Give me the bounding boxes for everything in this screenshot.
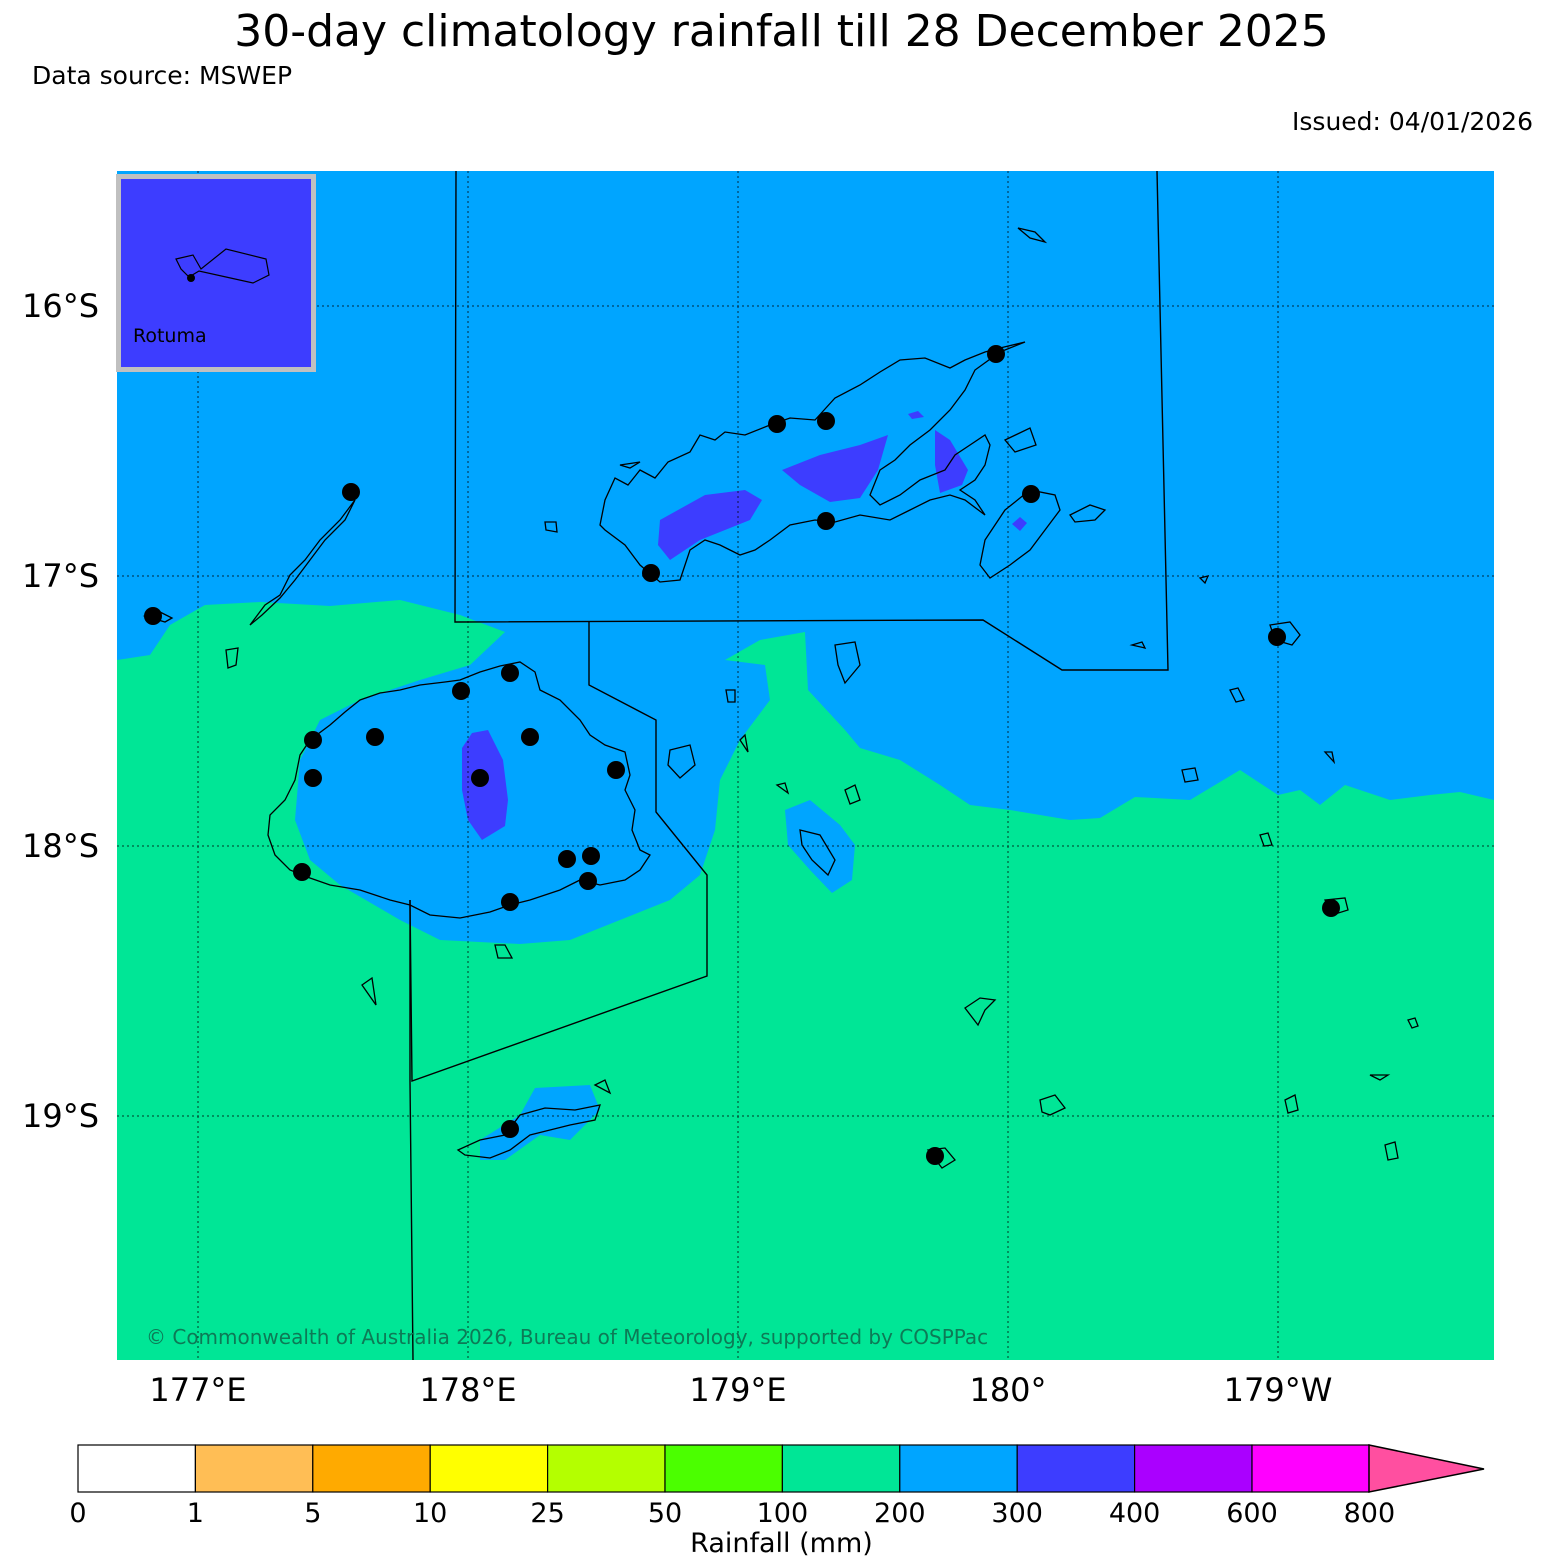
station-dot [987, 345, 1005, 363]
station-dot [607, 761, 625, 779]
division-boundaries [409, 171, 1169, 1360]
colorbar-extend-arrow [1368, 1444, 1485, 1493]
colorbar-tick-label: 800 [1343, 1498, 1396, 1529]
colorbar [77, 1444, 1485, 1493]
station-dot [293, 863, 311, 881]
station-dot [1022, 485, 1040, 503]
rainfall-map [117, 171, 1494, 1360]
colorbar-tick-label: 100 [756, 1498, 809, 1529]
colorbar-tick-label: 400 [1108, 1498, 1161, 1529]
colorbar-tick-label: 10 [413, 1498, 448, 1529]
station-dot [521, 728, 539, 746]
rain-band-300-400-e [1012, 517, 1027, 531]
station-dot [501, 664, 519, 682]
colorbar-cell [1016, 1444, 1136, 1493]
station-dot [817, 512, 835, 530]
colorbar-cell [429, 1444, 549, 1493]
copyright-notice: © Commonwealth of Australia 2026, Bureau… [146, 1325, 989, 1349]
station-dot [817, 412, 835, 430]
station-dot [452, 682, 470, 700]
map-title: 30-day climatology rainfall till 28 Dece… [234, 6, 1329, 57]
station-dot [1268, 628, 1286, 646]
rain-band-300-400-b [782, 435, 888, 502]
station-dot [304, 769, 322, 787]
lon-label-179e: 179°E [689, 1371, 787, 1409]
station-dot [366, 728, 384, 746]
colorbar-cell [664, 1444, 784, 1493]
station-dot [768, 415, 786, 433]
lat-label-19s: 19°S [22, 1097, 100, 1135]
colorbar-tick-label: 600 [1226, 1498, 1278, 1529]
lon-label-177e: 177°E [149, 1371, 247, 1409]
colorbar-cell [312, 1444, 431, 1493]
station-dot [304, 731, 322, 749]
station-dot [501, 1120, 519, 1138]
colorbar-cell [899, 1444, 1018, 1493]
coastlines [142, 227, 1419, 1169]
lon-label-178e: 178°E [419, 1371, 517, 1409]
grid-lines [117, 171, 1494, 1360]
colorbar-tick-label: 300 [991, 1498, 1043, 1529]
colorbar-cell [194, 1444, 314, 1493]
taveuni-coast [979, 489, 1061, 579]
rain-band-300-400-a [658, 490, 762, 560]
inset-label: Rotuma [133, 325, 207, 347]
station-dot [501, 893, 519, 911]
station-dot [342, 483, 360, 501]
rain-band-100-200 [117, 600, 1494, 1360]
station-markers [144, 345, 1340, 1165]
lon-label-179w: 179°W [1223, 1371, 1333, 1409]
rotuma-island-outline [175, 248, 270, 284]
station-dot [582, 847, 600, 865]
rain-band-300-400-d [908, 411, 924, 419]
colorbar-tick-label: 1 [186, 1498, 204, 1529]
lon-label-180: 180° [969, 1371, 1047, 1409]
colorbar-tick-label: 5 [304, 1498, 322, 1529]
issued-date: Issued: 04/01/2026 [1292, 107, 1533, 136]
station-dot [926, 1147, 944, 1165]
rotuma-inset: Rotuma [116, 174, 316, 372]
vanua-levu-coast [599, 341, 1026, 583]
data-source: Data source: MSWEP [32, 61, 293, 90]
rain-band-200-300-koro [785, 800, 855, 893]
colorbar-label: Rainfall (mm) [690, 1528, 873, 1559]
lat-label-17s: 17°S [22, 557, 100, 595]
colorbar-tick-label: 200 [874, 1498, 926, 1529]
station-dot [187, 274, 195, 282]
station-dot [471, 769, 489, 787]
colorbar-cell [546, 1444, 666, 1493]
lat-label-18s: 18°S [22, 827, 100, 865]
colorbar-tick-label: 50 [647, 1498, 683, 1529]
colorbar-tick-label: 0 [69, 1498, 87, 1529]
viti-levu-coast [267, 661, 651, 919]
colorbar-cell [1133, 1444, 1253, 1493]
station-dot [558, 850, 576, 868]
station-dot [1322, 899, 1340, 917]
colorbar-cell [781, 1444, 901, 1493]
lat-label-16s: 16°S [22, 287, 100, 325]
station-dot [642, 564, 660, 582]
rain-band-200-300-kadavu [480, 1085, 600, 1160]
rain-band-300-400-c [935, 430, 968, 493]
station-dot [579, 872, 597, 890]
station-dot [144, 607, 162, 625]
colorbar-cell [77, 1444, 197, 1493]
colorbar-tick-label: 25 [530, 1498, 565, 1529]
colorbar-cell [1251, 1444, 1371, 1493]
